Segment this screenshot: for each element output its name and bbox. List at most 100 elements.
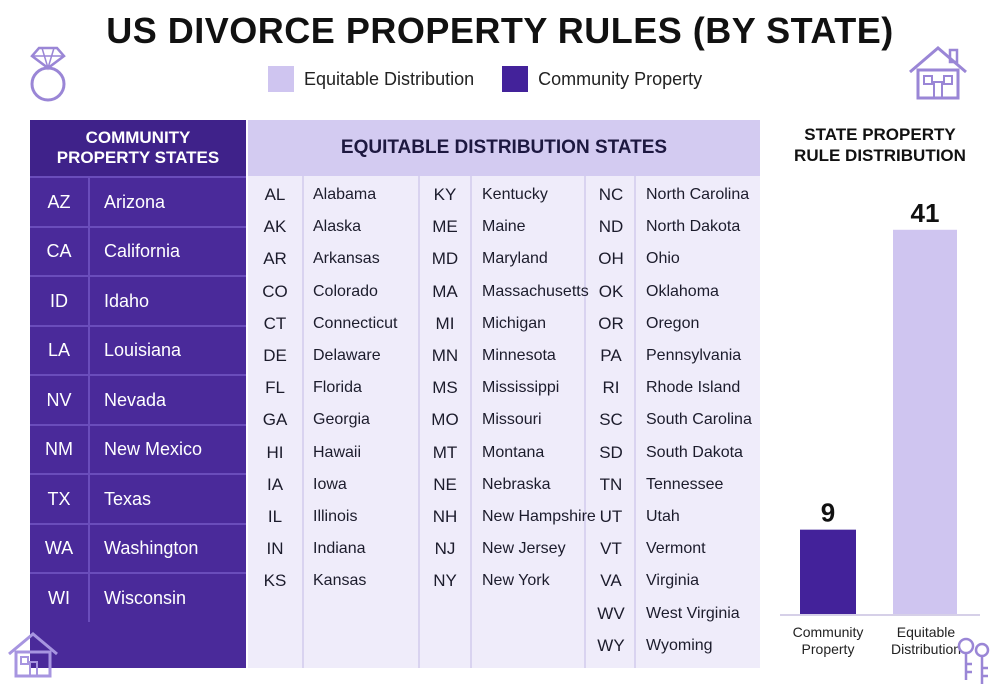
state-name: Kansas xyxy=(313,572,367,590)
state-abbr: KY xyxy=(433,185,457,204)
state-name: Montana xyxy=(482,443,545,461)
state-abbr: ID xyxy=(30,277,90,325)
state-name: Maine xyxy=(482,218,526,236)
state-abbr: WA xyxy=(30,524,90,573)
state-name: Oklahoma xyxy=(646,282,719,300)
state-name: Florida xyxy=(313,379,362,397)
state-abbr: CT xyxy=(263,313,287,333)
state-name: Alabama xyxy=(313,186,377,203)
state-name: Texas xyxy=(104,488,152,509)
state-abbr: TX xyxy=(30,475,90,523)
state-abbr: OH xyxy=(598,249,624,269)
state-abbr: ME xyxy=(432,217,458,237)
state-abbr: DE xyxy=(263,346,287,365)
table-row: NM New Mexico xyxy=(30,423,246,474)
state-name: Oregon xyxy=(646,314,700,332)
state-name: North Carolina xyxy=(646,186,750,203)
state-abbr: OK xyxy=(598,281,624,301)
state-abbr: NE xyxy=(433,474,457,494)
table-row: ID Idaho xyxy=(30,275,246,325)
state-name: West Virginia xyxy=(646,604,740,622)
bar-chart: 9 41 xyxy=(800,198,957,614)
state-abbr: NV xyxy=(30,376,90,424)
bar xyxy=(893,229,957,614)
state-abbr: MT xyxy=(432,442,458,462)
state-name: New Mexico xyxy=(104,439,203,459)
state-abbr: SD xyxy=(599,442,623,462)
state-name: Idaho xyxy=(104,290,150,311)
state-name: Washington xyxy=(104,538,199,558)
state-abbr: WY xyxy=(597,635,625,655)
state-name: South Dakota xyxy=(646,443,743,461)
state-abbr: VA xyxy=(600,571,622,591)
state-abbr: IL xyxy=(267,507,283,526)
data-label: 41 xyxy=(911,198,940,228)
state-name: Alaska xyxy=(313,218,362,236)
bar xyxy=(800,529,856,614)
state-name: Massachusetts xyxy=(482,282,589,300)
state-name: New Hampshire xyxy=(482,508,596,525)
legend-label: Community Property xyxy=(538,68,703,89)
table-row: WA Washington xyxy=(30,522,246,573)
state-name: Tennessee xyxy=(646,475,724,493)
legend: Equitable Distribution Community Propert… xyxy=(268,66,730,92)
state-abbr: SC xyxy=(599,410,623,430)
table-row: CA California xyxy=(30,225,246,276)
state-abbr: LA xyxy=(30,326,90,375)
state-abbr: NC xyxy=(598,185,624,204)
table-row: TX Texas xyxy=(30,473,246,523)
community-property-table: COMMUNITY PROPERTY STATES AZ Arizona CA Cal… xyxy=(30,120,246,668)
state-name: Delaware xyxy=(313,347,381,364)
state-name: Hawaii xyxy=(313,443,362,461)
keys-icon xyxy=(957,637,990,684)
state-name: Arkansas xyxy=(313,250,380,268)
state-abbr: NJ xyxy=(434,539,456,559)
state-abbr: IN xyxy=(266,539,284,559)
table-row: LA Louisiana xyxy=(30,324,246,375)
data-label: 9 xyxy=(821,498,835,528)
chart-title: STATE PROPERTY RULE DISTRIBUTION xyxy=(794,125,966,166)
state-name: Virginia xyxy=(646,572,700,590)
state-abbr: MN xyxy=(431,346,459,365)
x-tick-label: Equitable Distribution xyxy=(890,624,962,657)
state-name: Nebraska xyxy=(482,475,551,493)
state-name: Arizona xyxy=(104,191,166,212)
legend-swatch-equitable xyxy=(268,66,294,92)
state-abbr: WI xyxy=(30,574,90,622)
state-abbr: PA xyxy=(600,346,622,365)
equitable-distribution-table: EQUITABLE DISTRIBUTION STATES AL Alabama A… xyxy=(248,120,760,668)
table-row: NV Nevada xyxy=(30,374,246,424)
state-name: Nevada xyxy=(104,389,167,410)
state-abbr: MO xyxy=(431,410,459,430)
state-abbr: NY xyxy=(433,571,457,591)
state-name: Wisconsin xyxy=(104,587,187,608)
state-name: Vermont xyxy=(646,540,706,558)
state-name: Mississippi xyxy=(482,379,560,397)
state-abbr: IA xyxy=(266,474,284,494)
state-abbr: MD xyxy=(431,249,459,269)
state-name: Michigan xyxy=(482,314,547,332)
state-abbr: CA xyxy=(30,227,90,276)
state-name: Indiana xyxy=(313,540,366,558)
state-name: California xyxy=(104,241,181,261)
state-name: Colorado xyxy=(313,282,378,300)
state-abbr: AZ xyxy=(30,178,90,226)
house-icon xyxy=(909,46,967,100)
state-abbr: MA xyxy=(432,281,458,301)
state-name: Georgia xyxy=(313,411,370,429)
state-name: New York xyxy=(482,572,550,590)
state-name: Utah xyxy=(646,508,680,525)
state-name: Kentucky xyxy=(482,186,548,203)
state-name: New Jersey xyxy=(482,540,566,558)
state-name: Iowa xyxy=(313,475,347,493)
state-abbr: MI xyxy=(435,313,455,333)
state-name: Pennsylvania xyxy=(646,347,742,364)
state-name: Connecticut xyxy=(313,314,398,332)
state-abbr: FL xyxy=(265,378,285,398)
state-abbr: UT xyxy=(599,507,623,526)
state-name: Maryland xyxy=(482,250,548,268)
x-tick-label: Community Property xyxy=(792,624,864,657)
community-heading-line: PROPERTY STATES xyxy=(56,148,220,167)
state-abbr: OR xyxy=(598,313,624,333)
table-row: AZ Arizona xyxy=(30,176,246,226)
